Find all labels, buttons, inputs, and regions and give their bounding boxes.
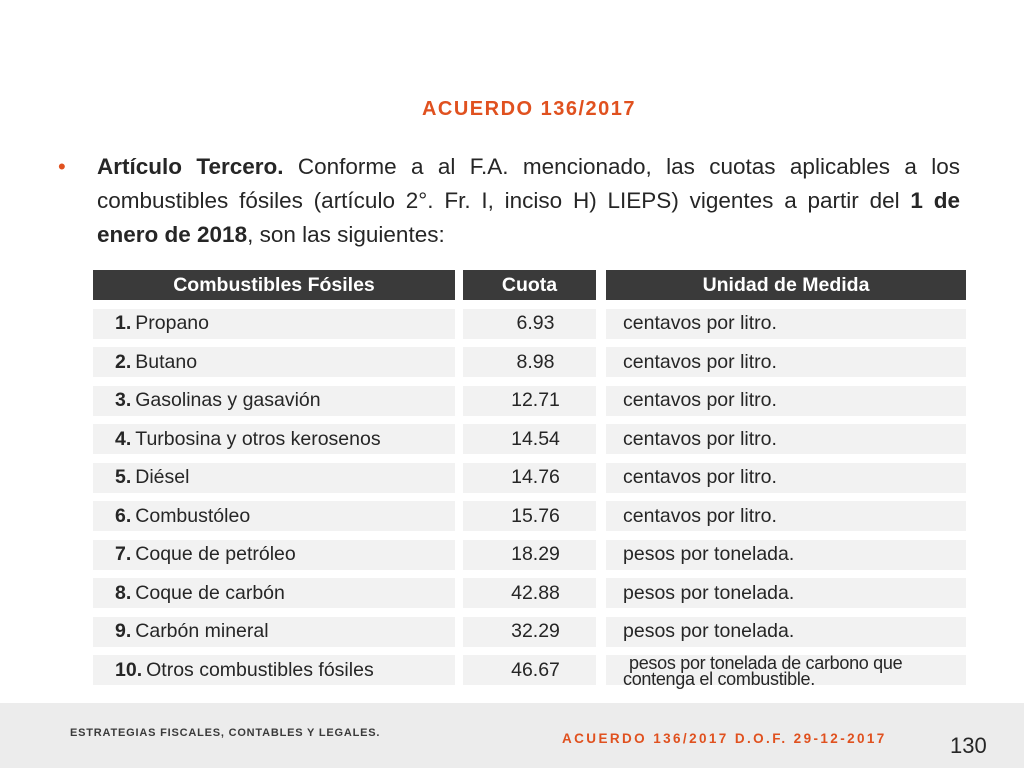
footer-reference: ACUERDO 136/2017 D.O.F. 29-12-2017 <box>562 731 887 746</box>
fuel-cell: 3. Gasolinas y gasavión <box>93 385 455 416</box>
table-row: 6. Combustóleo 15.76 centavos por litro. <box>93 501 966 531</box>
article-lead: Artículo Tercero. <box>97 154 284 179</box>
fuel-cell: 7. Coque de petróleo <box>93 539 455 570</box>
quota-cell: 18.29 <box>463 539 596 570</box>
unit-cell: pesos por tonelada. <box>606 616 966 647</box>
fuel-cell: 5. Diésel <box>93 462 455 493</box>
unit-cell: centavos por litro. <box>606 424 966 454</box>
effective-date: 1 de enero de 2018 <box>97 188 960 247</box>
unit-cell: pesos por tonelada de carbono que conten… <box>606 653 966 689</box>
fuel-name: Propano <box>135 312 209 334</box>
table-row: 2. Butano 8.98 centavos por litro. <box>93 347 966 377</box>
unit-cell: centavos por litro. <box>606 501 966 531</box>
unit-cell: centavos por litro. <box>606 462 966 493</box>
fuel-quota-table: Combustibles Fósiles Cuota Unidad de Med… <box>93 270 966 694</box>
table-row: 5. Diésel 14.76 centavos por litro. <box>93 462 966 493</box>
page-number: 130 <box>950 733 987 758</box>
header-fuel: Combustibles Fósiles <box>93 270 455 300</box>
fuel-name: Coque de petróleo <box>135 543 296 565</box>
quota-cell: 12.71 <box>463 385 596 416</box>
fuel-name: Otros combustibles fósiles <box>146 658 374 681</box>
bullet-paragraph: • Artículo Tercero. Conforme a al F.A. m… <box>58 150 960 252</box>
row-number: 8. <box>115 581 132 604</box>
fuel-name: Turbosina y otros kerosenos <box>135 427 381 450</box>
fuel-name: Carbón mineral <box>135 620 269 642</box>
fuel-cell: 1. Propano <box>93 308 455 339</box>
row-number: 7. <box>115 543 132 565</box>
unit-cell: centavos por litro. <box>606 347 966 377</box>
row-number: 1. <box>115 312 132 334</box>
table-row: 1. Propano 6.93 centavos por litro. <box>93 308 966 339</box>
unit-line-2: contenga el combustible. <box>623 669 815 689</box>
fuel-name: Coque de carbón <box>135 581 285 604</box>
bullet-text-part-2: , son las siguientes: <box>247 222 445 247</box>
row-number: 4. <box>115 427 132 450</box>
bullet-text: Artículo Tercero. Conforme a al F.A. men… <box>97 150 960 252</box>
row-number: 3. <box>115 389 132 411</box>
fuel-name: Combustóleo <box>135 504 251 527</box>
fuel-cell: 9. Carbón mineral <box>93 616 455 647</box>
table-header-row: Combustibles Fósiles Cuota Unidad de Med… <box>93 270 966 300</box>
unit-cell: pesos por tonelada. <box>606 539 966 570</box>
quota-cell: 8.98 <box>463 347 596 377</box>
unit-line-1: pesos por tonelada de carbono que <box>629 653 903 673</box>
header-unit: Unidad de Medida <box>606 270 966 300</box>
slide-title: ACUERDO 136/2017 <box>421 98 637 120</box>
unit-cell: centavos por litro. <box>606 308 966 339</box>
bullet-dot-icon: • <box>58 154 66 179</box>
quota-cell: 46.67 <box>463 655 596 685</box>
quota-cell: 14.54 <box>463 424 596 454</box>
table-row: 8. Coque de carbón 42.88 pesos por tonela… <box>93 578 966 608</box>
table-row: 7. Coque de petróleo 18.29 pesos por tone… <box>93 539 966 570</box>
bullet-text-part-1: Conforme a al F.A. mencionado, las cuota… <box>97 154 960 213</box>
row-number: 6. <box>115 504 132 527</box>
footer-firm-name: ESTRATEGIAS FISCALES, CONTABLES Y LEGALE… <box>70 727 381 739</box>
quota-cell: 42.88 <box>463 578 596 608</box>
fuel-cell: 8. Coque de carbón <box>93 578 455 608</box>
row-number: 2. <box>115 350 132 373</box>
fuel-cell: 2. Butano <box>93 347 455 377</box>
row-number: 10. <box>115 658 143 681</box>
fuel-cell: 4. Turbosina y otros kerosenos <box>93 424 455 454</box>
quota-cell: 32.29 <box>463 616 596 647</box>
unit-cell: centavos por litro. <box>606 385 966 416</box>
header-quota: Cuota <box>463 270 596 300</box>
quota-cell: 6.93 <box>463 308 596 339</box>
table-row: 9. Carbón mineral 32.29 pesos por tonelad… <box>93 616 966 647</box>
table-row: 10. Otros combustibles fósiles 46.67 peso… <box>93 653 966 689</box>
fuel-name: Diésel <box>135 466 190 488</box>
fuel-name: Butano <box>135 350 198 373</box>
fuel-cell: 6. Combustóleo <box>93 501 455 531</box>
fuel-name: Gasolinas y gasavión <box>135 389 321 411</box>
table-row: 3. Gasolinas y gasavión 12.71 centavos po… <box>93 385 966 416</box>
row-number: 5. <box>115 466 132 488</box>
footer-bar: ESTRATEGIAS FISCALES, CONTABLES Y LEGALE… <box>0 703 1024 768</box>
unit-cell: pesos por tonelada. <box>606 578 966 608</box>
quota-cell: 14.76 <box>463 462 596 493</box>
quota-cell: 15.76 <box>463 501 596 531</box>
table-row: 4. Turbosina y otros kerosenos 14.54 cent… <box>93 424 966 454</box>
fuel-cell: 10. Otros combustibles fósiles <box>93 655 455 685</box>
row-number: 9. <box>115 620 132 642</box>
